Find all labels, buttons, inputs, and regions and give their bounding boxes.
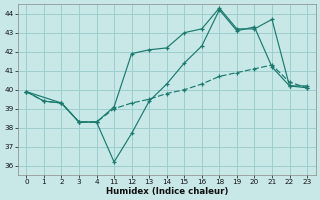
X-axis label: Humidex (Indice chaleur): Humidex (Indice chaleur)	[106, 187, 228, 196]
